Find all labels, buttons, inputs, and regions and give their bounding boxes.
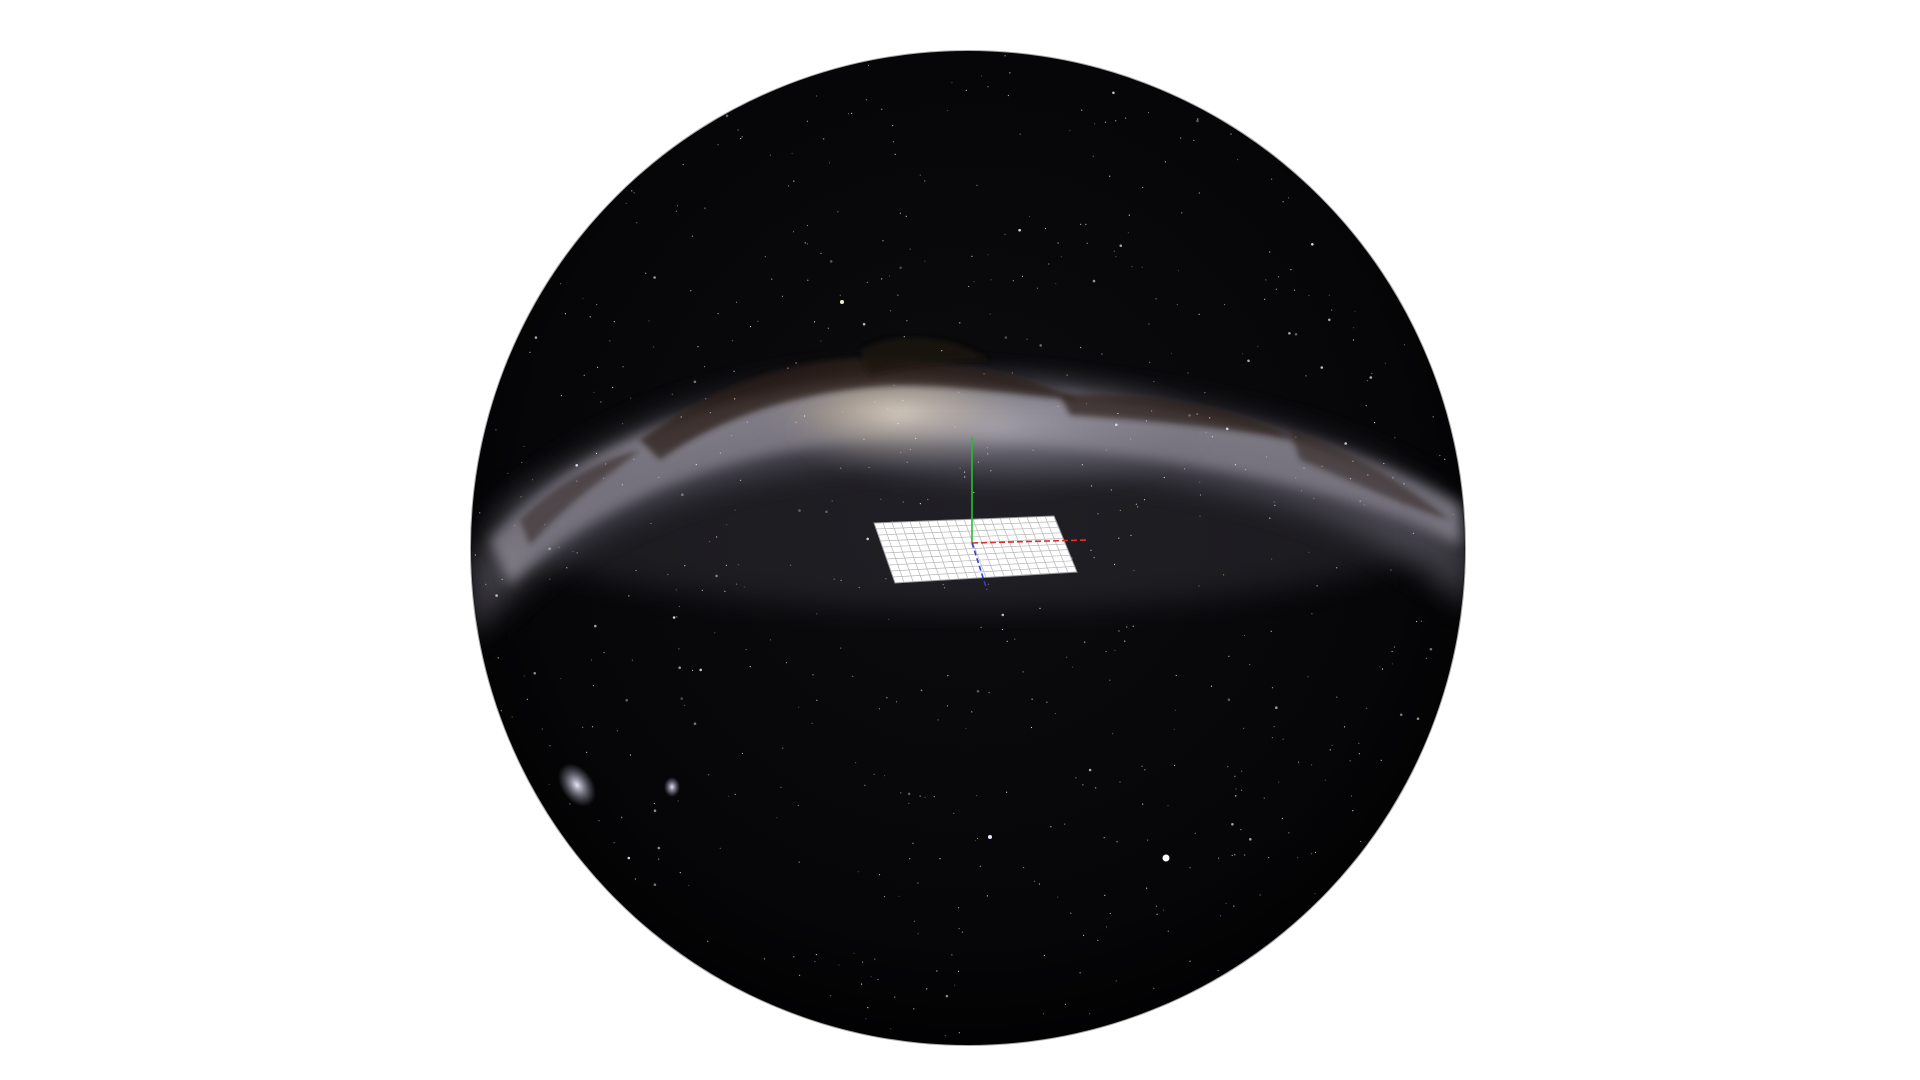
large-magellanic-cloud — [557, 763, 597, 807]
small-magellanic-cloud — [664, 777, 680, 797]
axis-z-line — [971, 542, 988, 591]
starfield — [474, 55, 1454, 1037]
grid-helper — [873, 515, 1078, 584]
axis-x-line — [971, 539, 1088, 544]
grid-lines — [876, 516, 1075, 583]
axes-helper — [971, 437, 1088, 591]
milky-way-band — [471, 55, 1465, 1037]
